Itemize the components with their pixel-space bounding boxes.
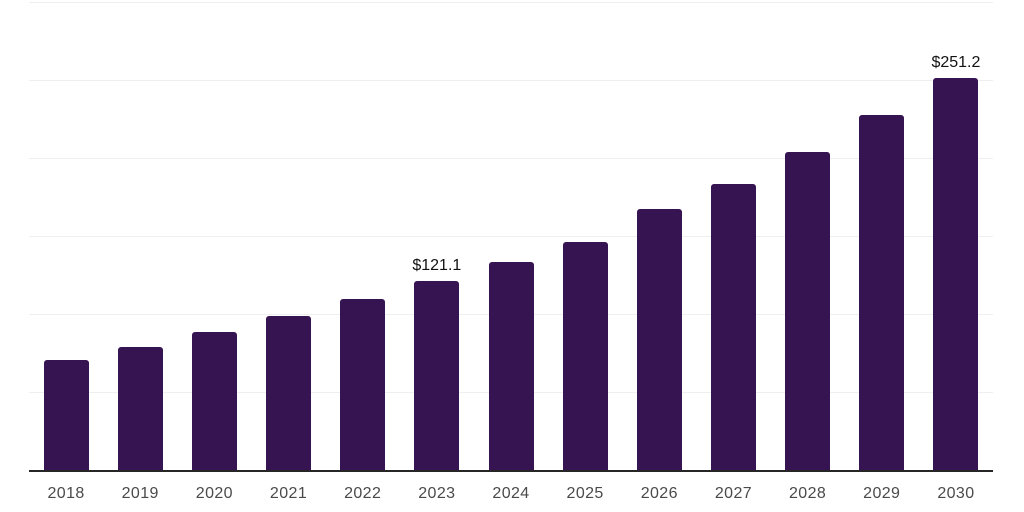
gridline [29,236,993,237]
x-tick-label-2026: 2026 [640,485,678,502]
bar-2029 [859,115,905,470]
bar-2024 [488,262,534,470]
x-tick-label-2020: 2020 [195,485,233,502]
x-tick-label-2023: 2023 [418,485,456,502]
x-tick-label-2029: 2029 [863,485,901,502]
bar-2028 [785,152,831,470]
x-tick-label-2019: 2019 [121,485,159,502]
x-tick-label-2028: 2028 [789,485,827,502]
x-tick-label-2030: 2030 [937,485,975,502]
bar-2030 [933,78,979,470]
bar-2022 [340,299,386,470]
bar-2025 [562,242,608,470]
gridline [29,2,993,3]
bar-value-label-2030: $251.2 [931,54,981,72]
bar-2026 [636,209,682,470]
bar-2023 [414,281,460,470]
x-tick-label-2027: 2027 [714,485,753,502]
gridline [29,80,993,81]
x-axis-line [29,470,993,472]
x-tick-label-2025: 2025 [566,485,604,502]
x-tick-label-2021: 2021 [269,485,308,502]
x-tick-label-2022: 2022 [344,485,382,502]
gridline [29,158,993,159]
bar-2021 [266,316,312,470]
x-tick-label-2018: 2018 [47,485,85,502]
bar-2020 [191,332,237,470]
x-tick-label-2024: 2024 [492,485,530,502]
bar-2027 [710,184,756,470]
bar-2019 [117,347,163,470]
bar-value-label-2023: $121.1 [412,257,462,275]
bar-2018 [43,360,89,470]
